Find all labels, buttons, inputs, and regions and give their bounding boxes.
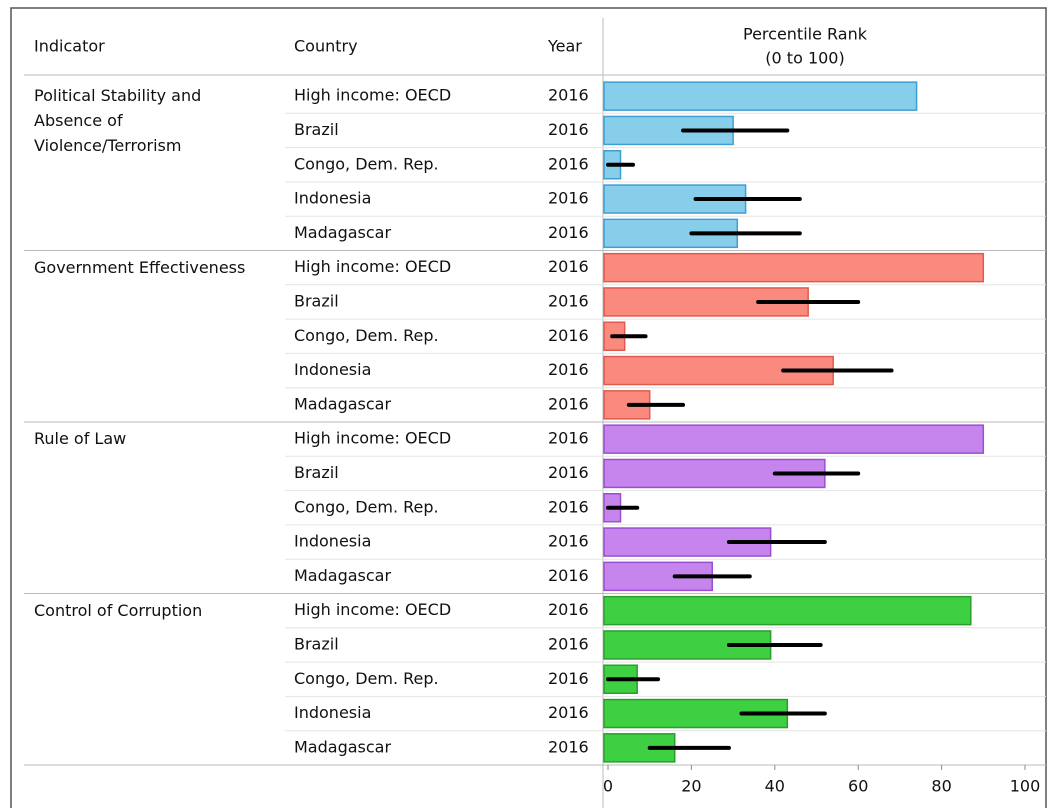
year: 2016 (548, 600, 589, 619)
bar (603, 424, 985, 454)
year: 2016 (548, 291, 589, 310)
country: Brazil (294, 463, 339, 482)
indicator-name: Rule of Law (34, 429, 127, 448)
x-tick-label: 40 (765, 777, 785, 796)
column-header: Country (294, 37, 358, 56)
x-tick-label: 60 (848, 777, 868, 796)
country: Congo, Dem. Rep. (294, 669, 439, 688)
indicator-name: Political Stability and Absence of Viole… (34, 86, 202, 155)
year: 2016 (548, 394, 589, 413)
country: High income: OECD (294, 600, 451, 619)
year: 2016 (548, 429, 589, 448)
chart-title: Percentile Rank (743, 25, 868, 44)
year: 2016 (548, 566, 589, 585)
country: High income: OECD (294, 257, 451, 276)
country: Madagascar (294, 737, 391, 756)
year: 2016 (548, 120, 589, 139)
chart-subtitle: (0 to 100) (765, 49, 844, 68)
year: 2016 (548, 634, 589, 653)
frame (10, 7, 1047, 808)
country: Congo, Dem. Rep. (294, 497, 439, 516)
country: Brazil (294, 291, 339, 310)
indicator-name: Government Effectiveness (34, 257, 246, 277)
country: Congo, Dem. Rep. (294, 326, 439, 345)
country: Indonesia (294, 532, 371, 551)
country: Brazil (294, 120, 339, 139)
year: 2016 (548, 154, 589, 173)
country: Indonesia (294, 189, 371, 208)
year: 2016 (548, 532, 589, 551)
year: 2016 (548, 223, 589, 242)
year: 2016 (548, 737, 589, 756)
x-tick-label: 20 (681, 777, 701, 796)
year: 2016 (548, 703, 589, 722)
country: Madagascar (294, 394, 391, 413)
bar (603, 81, 918, 111)
x-tick-label: 0 (603, 777, 613, 796)
year: 2016 (548, 86, 589, 105)
column-header: Indicator (34, 37, 105, 56)
year: 2016 (548, 189, 589, 208)
bar (603, 458, 826, 489)
bar (603, 561, 713, 592)
country: Madagascar (294, 223, 391, 242)
year: 2016 (548, 360, 589, 379)
country: High income: OECD (294, 429, 451, 448)
year: 2016 (548, 497, 589, 516)
year: 2016 (548, 257, 589, 276)
country: Indonesia (294, 360, 371, 379)
year: 2016 (548, 326, 589, 345)
indicator-name: Control of Corruption (34, 600, 203, 620)
column-header: Year (547, 37, 582, 56)
x-tick-label: 100 (1010, 777, 1041, 796)
x-tick-label: 80 (931, 777, 951, 796)
bar (603, 252, 985, 283)
country: Indonesia (294, 703, 371, 722)
country: Congo, Dem. Rep. (294, 154, 439, 173)
year: 2016 (548, 463, 589, 482)
year: 2016 (548, 669, 589, 688)
bar (603, 595, 972, 626)
country: High income: OECD (294, 86, 451, 105)
country: Madagascar (294, 566, 391, 585)
country: Brazil (294, 634, 339, 653)
